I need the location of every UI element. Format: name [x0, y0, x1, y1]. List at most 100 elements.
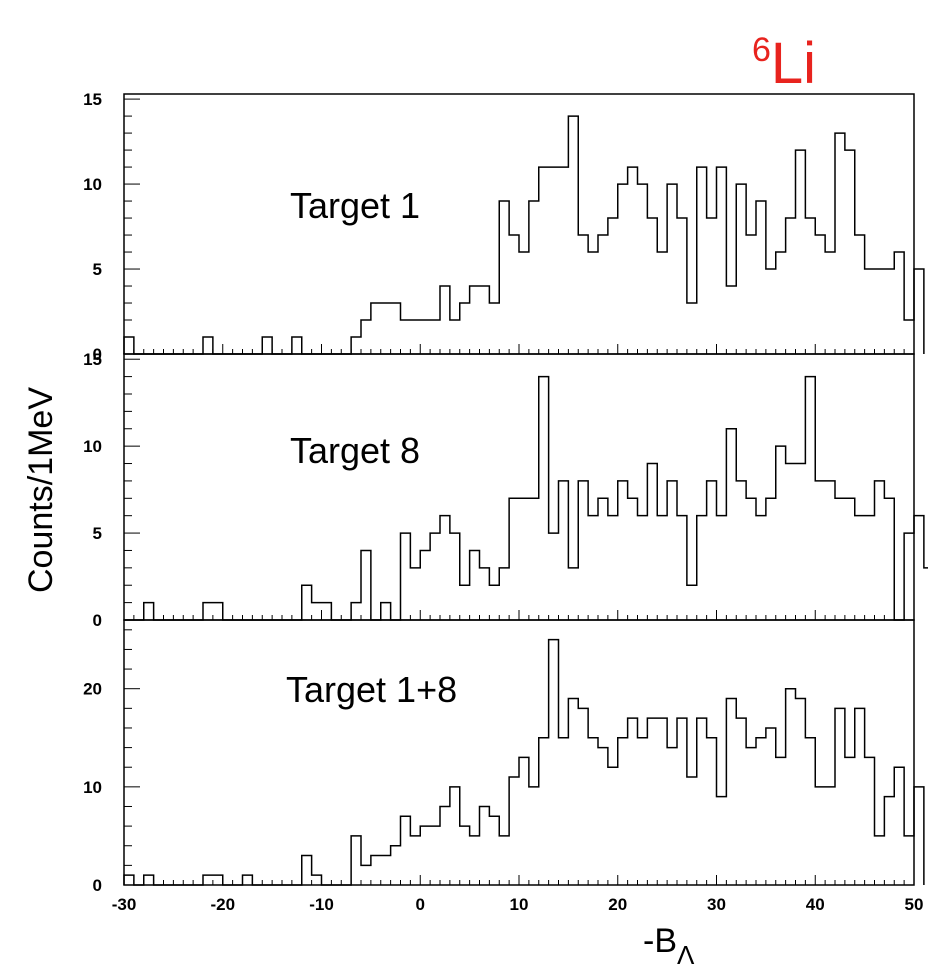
histogram-bin	[825, 252, 835, 354]
histogram-bin	[746, 748, 756, 885]
histogram-bin	[430, 320, 440, 354]
histogram-bin	[707, 481, 717, 620]
histogram-bin	[805, 218, 815, 354]
histogram-bin	[677, 516, 687, 620]
histogram-bin	[924, 568, 928, 620]
histogram-bin	[371, 303, 381, 354]
histogram-bin	[529, 787, 539, 885]
histogram-bin	[647, 218, 657, 354]
histogram-bin	[687, 585, 697, 620]
histogram-bin	[865, 757, 875, 885]
histogram-bin	[430, 533, 440, 620]
histogram-bin	[401, 320, 411, 354]
histogram-bin	[904, 533, 914, 620]
histogram-bin	[756, 201, 766, 354]
histogram-bin	[608, 516, 618, 620]
histogram-bin	[736, 184, 746, 354]
y-tick-label: 5	[93, 524, 102, 543]
histogram-bin	[608, 767, 618, 885]
histogram-bin	[875, 481, 885, 620]
histogram-bin	[203, 875, 213, 885]
x-tick-label: 10	[510, 895, 529, 914]
panel-label: Target 1+8	[286, 669, 457, 710]
histogram-bin	[894, 767, 904, 885]
histogram-bin	[410, 836, 420, 885]
histogram-bin	[647, 718, 657, 885]
histogram-bin	[489, 585, 499, 620]
histogram-bin	[509, 235, 519, 354]
histogram-bin	[144, 603, 154, 620]
y-tick-label: 15	[83, 350, 102, 369]
histogram-bin	[539, 738, 549, 885]
histogram-bin	[835, 133, 845, 354]
y-tick-label: 10	[83, 778, 102, 797]
histogram-bin	[914, 787, 924, 885]
x-tick-label: 30	[707, 895, 726, 914]
histogram-bin	[549, 640, 559, 885]
histogram-bin	[805, 377, 815, 620]
histogram-bin	[815, 235, 825, 354]
histogram-bin	[381, 603, 391, 620]
y-tick-label: 0	[93, 611, 102, 630]
histogram-bin	[667, 184, 677, 354]
histogram-bin	[796, 464, 806, 620]
histogram-bin	[549, 533, 559, 620]
x-tick-label: 20	[608, 895, 627, 914]
histogram-bin	[786, 218, 796, 354]
histogram-bin	[243, 875, 253, 885]
histogram-bin	[875, 269, 885, 354]
histogram-bin	[835, 498, 845, 620]
histogram-bin	[568, 568, 578, 620]
histogram-bin	[391, 303, 401, 354]
histogram-bin	[667, 748, 677, 885]
histogram-bin	[766, 269, 776, 354]
histogram-bin	[519, 498, 529, 620]
histogram-bin	[815, 481, 825, 620]
histogram-bin	[707, 738, 717, 885]
histogram-bin	[578, 708, 588, 885]
histogram-bin	[796, 150, 806, 354]
histogram-bin	[302, 856, 312, 885]
x-axis-label-subscript: Λ	[677, 940, 695, 970]
histogram-bin	[312, 875, 322, 885]
histogram-bin	[726, 699, 736, 885]
histogram-bin	[509, 498, 519, 620]
histogram-bin	[460, 303, 470, 354]
histogram-bin	[410, 568, 420, 620]
histogram-bin	[312, 603, 322, 620]
histogram-bin	[657, 516, 667, 620]
histogram-bin	[884, 797, 894, 885]
histogram-panel: 0 10 20 Target 1+8	[83, 619, 925, 895]
y-axis-label: Counts/1MeV	[22, 387, 60, 593]
histogram-bin	[509, 777, 519, 885]
histogram-bin	[351, 603, 361, 620]
histogram-bin	[608, 218, 618, 354]
histogram-bin	[410, 320, 420, 354]
histogram-bin	[756, 516, 766, 620]
histogram-bin	[677, 718, 687, 885]
histogram-bin	[124, 337, 134, 354]
y-tick-label: 0	[93, 345, 102, 364]
y-tick-label: 5	[93, 260, 102, 279]
histogram-bin	[865, 516, 875, 620]
histogram-bin	[875, 836, 885, 885]
histogram-bin	[598, 235, 608, 354]
histogram-bin	[381, 303, 391, 354]
nucleus-label: 6Li	[752, 31, 816, 96]
histogram-bin	[430, 826, 440, 885]
histogram-bin	[460, 826, 470, 885]
histogram-bin	[539, 377, 549, 620]
histogram-bin	[697, 516, 707, 620]
histogram-bin	[638, 184, 648, 354]
histogram-bin	[588, 516, 598, 620]
histogram-bin	[420, 550, 430, 620]
histogram-bin	[401, 816, 411, 885]
histogram-bin	[746, 235, 756, 354]
panel-label: Target 8	[290, 430, 420, 471]
x-tick-label: 50	[905, 895, 924, 914]
histogram-bin	[796, 699, 806, 885]
histogram-panel: 0 5 10 15 Target 8	[83, 350, 928, 630]
histogram-bin	[736, 718, 746, 885]
histogram-bin	[855, 516, 865, 620]
histogram-bin	[647, 464, 657, 620]
